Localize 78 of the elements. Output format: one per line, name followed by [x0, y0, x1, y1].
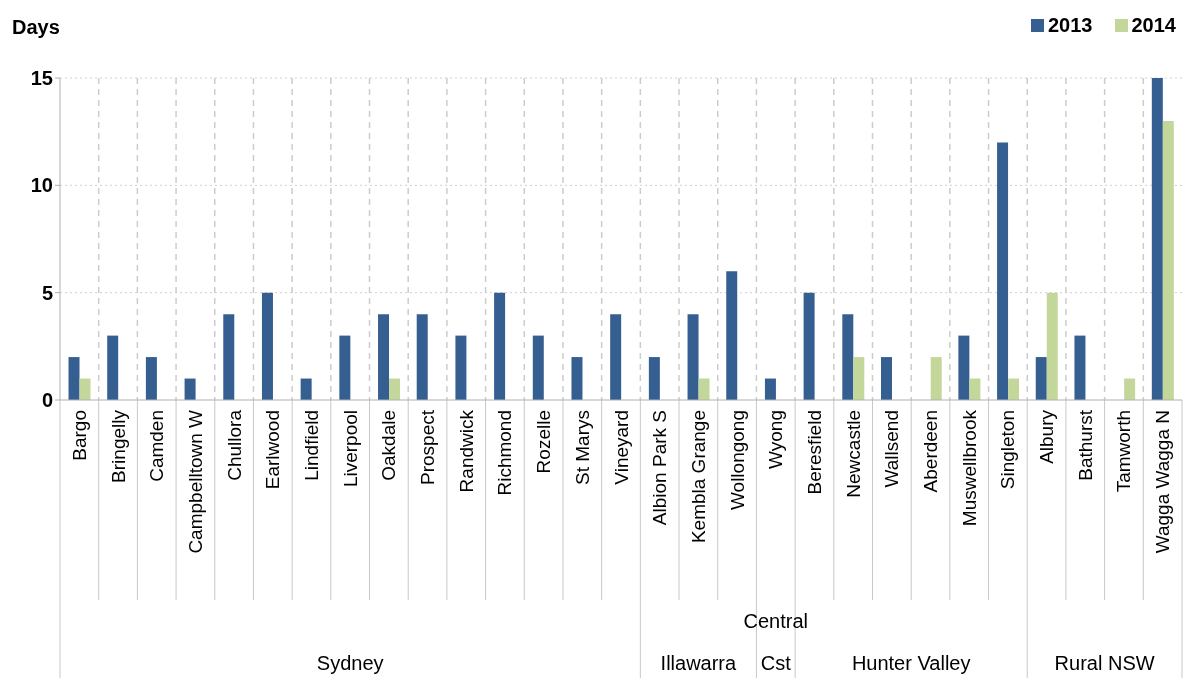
- x-tick-label: Vineyard: [610, 410, 632, 485]
- x-tick-label: Wyong: [765, 410, 787, 469]
- text: Sydney: [316, 652, 384, 674]
- legend-label: 2014: [1131, 14, 1176, 37]
- x-tick-label: Newcastle: [842, 410, 864, 498]
- bar: [416, 314, 428, 400]
- x-tick-label: Rozelle: [533, 410, 555, 474]
- bar: [958, 335, 970, 400]
- x-tick-label: Liverpool: [339, 410, 361, 488]
- x-tick-label: Prospect: [417, 409, 439, 485]
- bar: [1124, 378, 1136, 400]
- x-tick-label: Bathurst: [1074, 409, 1096, 481]
- bar: [68, 357, 80, 400]
- bar: [1046, 292, 1058, 400]
- x-tick-label: Albion Park S: [649, 410, 671, 526]
- x-tick-label: Lindfield: [300, 410, 322, 481]
- x-tick-label: Albury: [1036, 409, 1058, 464]
- x-tick-label: Randwick: [455, 409, 477, 493]
- bar: [107, 335, 119, 400]
- bar: [184, 378, 196, 400]
- y-tick-label: 10: [30, 174, 53, 197]
- bar: [687, 314, 699, 400]
- bar: [571, 357, 583, 400]
- bar: [610, 314, 622, 400]
- bar: [764, 378, 776, 400]
- bar: [1035, 357, 1047, 400]
- text: Illawarra: [660, 652, 738, 674]
- x-tick-label: Earlwood: [262, 410, 284, 490]
- x-tick-label: Kembla Grange: [687, 410, 709, 544]
- bar: [969, 378, 981, 400]
- bar: [339, 335, 351, 400]
- bar: [79, 378, 91, 400]
- x-tick-label: Richmond: [494, 410, 516, 496]
- x-tick-label: Campbelltown W: [184, 409, 206, 554]
- bar: [532, 335, 544, 400]
- x-tick-label: Oakdale: [378, 410, 400, 481]
- bar: [997, 142, 1009, 400]
- x-tick-label: St Marys: [571, 410, 593, 485]
- bar: [1151, 78, 1163, 400]
- x-tick-label: Muswellbrook: [958, 409, 980, 527]
- x-tick-label: Wollongong: [726, 410, 748, 511]
- bar: [853, 357, 865, 400]
- bar: [145, 357, 157, 400]
- text: Hunter Valley: [851, 652, 971, 674]
- x-tick-label: Chullora: [223, 409, 245, 481]
- y-axis-title: Days: [12, 16, 60, 39]
- x-tick-label: Bringelly: [107, 409, 129, 483]
- bar: [842, 314, 854, 400]
- x-tick-label: Wagga Wagga N: [1152, 410, 1174, 554]
- x-tick-label: Beresfield: [803, 410, 825, 495]
- legend-label: 2013: [1048, 14, 1093, 37]
- bar: [930, 357, 942, 400]
- bar: [726, 271, 738, 400]
- bar: [389, 378, 401, 400]
- x-tick-label: Camden: [146, 410, 168, 482]
- x-tick-label: Bargo: [68, 410, 90, 461]
- y-tick-label: 0: [41, 389, 53, 412]
- text: Central Cst: [743, 610, 808, 674]
- bar: [880, 357, 892, 400]
- bar: [223, 314, 235, 400]
- bar: [261, 292, 273, 400]
- bar: [378, 314, 390, 400]
- bar: [1074, 335, 1086, 400]
- x-tick-label: Tamworth: [1113, 410, 1135, 493]
- x-tick-label: Aberdeen: [920, 410, 942, 493]
- bar: [1162, 120, 1174, 400]
- bar: [648, 357, 660, 400]
- x-tick-label: Singleton: [997, 410, 1019, 490]
- text: Rural NSW: [1054, 652, 1155, 674]
- y-tick-label: 15: [30, 67, 53, 90]
- bar: [300, 378, 312, 400]
- y-tick-label: 5: [41, 281, 53, 304]
- bar: [803, 292, 815, 400]
- bar: [698, 378, 710, 400]
- x-tick-label: Wallsend: [881, 410, 903, 488]
- bar: [1008, 378, 1020, 400]
- bar: [455, 335, 467, 400]
- bar: [494, 292, 506, 400]
